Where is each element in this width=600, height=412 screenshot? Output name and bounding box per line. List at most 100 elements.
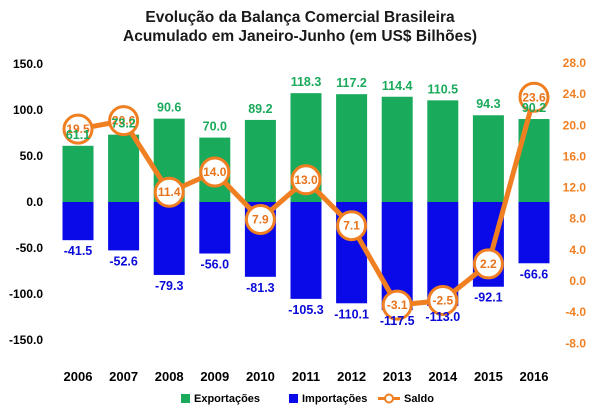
left-tick-label: 100.0 [13, 103, 43, 117]
import-bar [290, 202, 322, 299]
saldo-value-label: 7.9 [252, 212, 269, 226]
right-tick-label: 28.0 [563, 56, 587, 70]
saldo-marker [244, 203, 276, 235]
export-bar [336, 94, 368, 202]
category-label: 2008 [155, 369, 184, 384]
saldo-marker [427, 284, 459, 316]
right-axis-ticks: 28.0 24.0 20.0 16.0 12.0 8.0 4.0 0.0 -4.0 -8.0 [563, 56, 587, 350]
export-bar [62, 145, 94, 202]
left-tick-label: -50.0 [16, 241, 44, 255]
import-value-label: -105.3 [288, 303, 323, 317]
import-value-label: -52.6 [109, 254, 138, 268]
saldo-marker [518, 81, 550, 113]
right-tick-label: 24.0 [563, 87, 587, 101]
saldo-value-label: 7.1 [343, 219, 360, 233]
left-tick-label: -150.0 [9, 333, 43, 347]
right-tick-label: 0.0 [569, 274, 586, 288]
left-tick-label: 50.0 [20, 149, 44, 163]
export-value-label: 114.4 [382, 79, 413, 93]
export-bar [427, 100, 459, 202]
import-bar [153, 202, 185, 275]
saldo-marker [381, 289, 413, 321]
export-value-label: 70.0 [203, 120, 227, 134]
saldo-marker [199, 156, 231, 188]
export-value-label: 90.2 [522, 101, 546, 115]
category-label: 2012 [337, 369, 366, 384]
legend-swatch-exportacoes [181, 394, 190, 403]
import-bar [518, 202, 550, 264]
saldo-marker [108, 105, 140, 137]
category-label: 2013 [383, 369, 412, 384]
export-value-label: 73.2 [111, 117, 135, 131]
import-bar [62, 202, 94, 241]
category-label: 2016 [520, 369, 549, 384]
legend: Exportações Importações Saldo [181, 393, 434, 405]
saldo-marker [153, 176, 185, 208]
import-value-label: -110.1 [334, 307, 369, 321]
saldo-value-label: 23.6 [522, 90, 546, 104]
saldo-value-label: 2.2 [480, 257, 497, 271]
saldo-value-label: -2.5 [432, 293, 453, 307]
saldo-line-series: 19.5 20.6 11.4 14.0 7.9 13.0 7.1 -3.1 -2.5 2.2 23.… [62, 81, 550, 321]
export-value-label: 90.6 [157, 101, 181, 115]
bar-data-labels: 61.1 -41.5 73.2 -52.6 90.6 -79.3 70.0 -56.0 89.2… [64, 75, 549, 328]
export-bar [244, 119, 276, 202]
right-tick-label: 20.0 [563, 118, 587, 132]
saldo-value-label: 19.5 [66, 122, 90, 136]
export-value-label: 94.3 [476, 97, 500, 111]
saldo-value-label: 11.4 [158, 185, 181, 199]
export-bar [472, 115, 504, 202]
legend-label-importacoes: Importações [302, 393, 367, 405]
import-value-label: -81.3 [246, 281, 275, 295]
import-value-label: -92.1 [474, 291, 503, 305]
right-tick-label: 12.0 [563, 181, 587, 195]
legend-label-exportacoes: Exportações [194, 393, 260, 405]
import-value-label: -79.3 [155, 279, 184, 293]
right-tick-label: 4.0 [569, 243, 586, 257]
saldo-value-label: 14.0 [203, 165, 227, 179]
import-value-label: -66.6 [520, 267, 549, 281]
export-value-label: 61.1 [66, 128, 90, 142]
saldo-value-label: 13.0 [294, 173, 318, 187]
import-bar [108, 202, 140, 251]
export-bar [381, 96, 413, 202]
category-label: 2014 [428, 369, 458, 384]
right-tick-label: 8.0 [569, 212, 586, 226]
export-value-label: 117.2 [336, 76, 367, 90]
chart-subtitle: Acumulado em Janeiro-Junho (em US$ Bilhõ… [123, 28, 477, 45]
legend-swatch-importacoes [289, 394, 298, 403]
saldo-value-label: -3.1 [387, 298, 408, 312]
right-tick-label: -4.0 [565, 305, 586, 319]
saldo-value-label: 20.6 [112, 114, 136, 128]
import-value-label: -41.5 [64, 244, 93, 258]
left-tick-label: 0.0 [26, 195, 43, 209]
saldo-marker [336, 210, 368, 242]
import-value-label: -56.0 [201, 258, 230, 272]
import-value-label: -113.0 [425, 310, 460, 324]
export-value-label: 118.3 [291, 75, 322, 89]
left-tick-label: -100.0 [9, 287, 43, 301]
right-tick-label: 16.0 [563, 149, 587, 163]
left-axis-ticks: 150.0 100.0 50.0 0.0 -50.0 -100.0 -150.0 [9, 57, 43, 347]
import-bar [199, 202, 231, 254]
category-label: 2009 [200, 369, 229, 384]
saldo-marker [472, 248, 504, 280]
legend-label-saldo: Saldo [404, 393, 434, 405]
category-label: 2010 [246, 369, 275, 384]
category-label: 2015 [474, 369, 503, 384]
chart-title: Evolução da Balança Comercial Brasileira [145, 9, 455, 26]
category-label: 2007 [109, 369, 138, 384]
export-value-label: 89.2 [248, 102, 272, 116]
saldo-marker [62, 113, 94, 145]
legend-swatch-saldo-marker [384, 393, 394, 404]
right-tick-label: -8.0 [565, 336, 586, 350]
import-value-label: -117.5 [380, 314, 415, 328]
left-tick-label: 150.0 [13, 57, 43, 71]
category-label: 2006 [64, 369, 93, 384]
category-label: 2011 [292, 369, 320, 384]
category-axis-labels: 2006 2007 2008 2009 2010 2011 2012 2013 2014 2015… [64, 369, 549, 384]
export-bar [108, 134, 140, 202]
export-value-label: 110.5 [428, 82, 459, 96]
saldo-marker [290, 164, 322, 196]
